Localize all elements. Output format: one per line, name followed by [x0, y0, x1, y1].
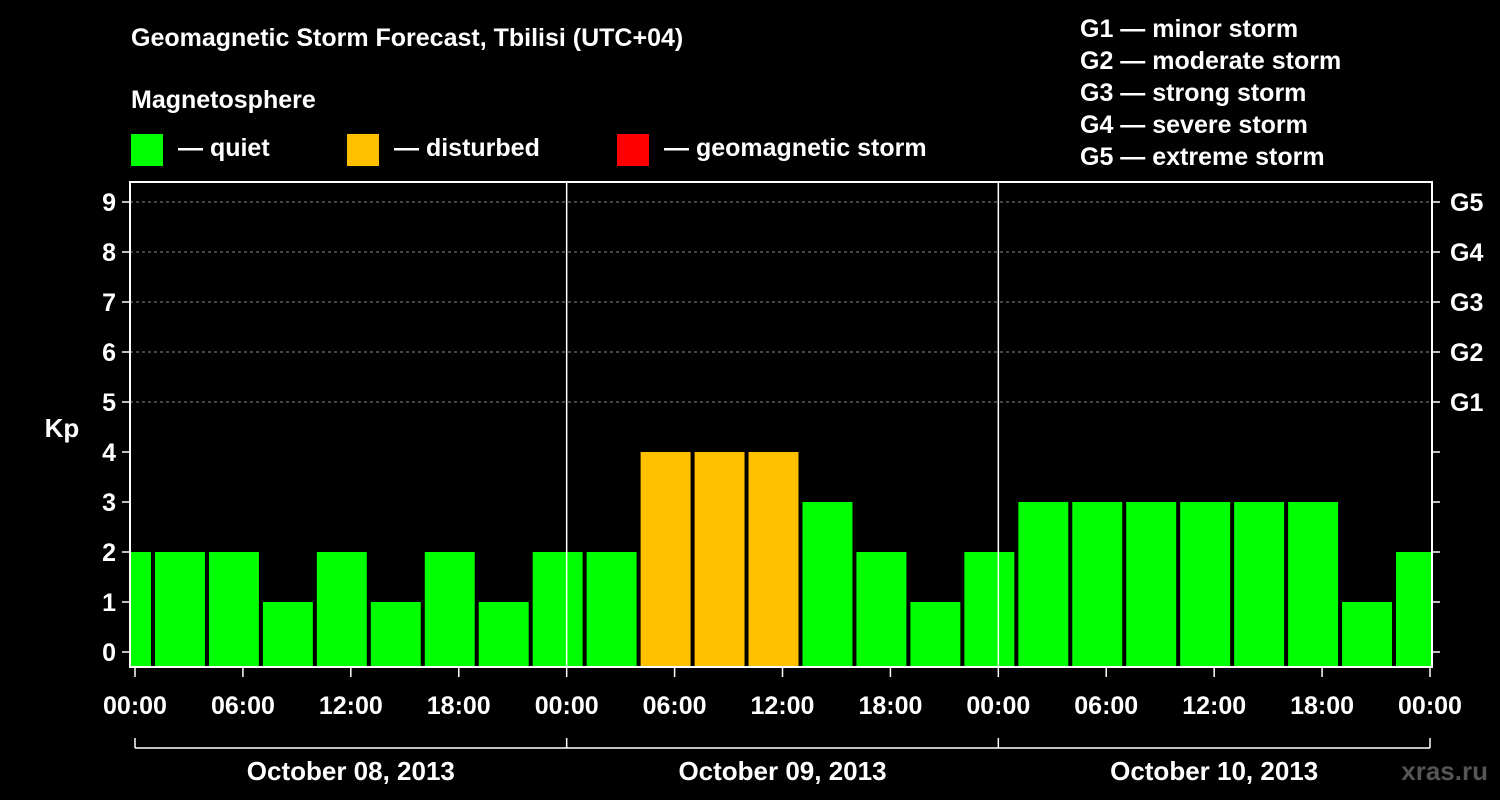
storm-level-g4: G4 — severe storm: [1080, 111, 1308, 139]
date-label-0: October 08, 2013: [247, 756, 455, 786]
x-tick-label: 06:00: [1074, 692, 1138, 720]
y-tick-label: 0: [102, 639, 116, 667]
chart-title: Geomagnetic Storm Forecast, Tbilisi (UTC…: [131, 24, 684, 52]
x-tick-label: 18:00: [427, 692, 491, 720]
kp-bar-19: [1126, 502, 1177, 667]
y-tick-label: 7: [102, 289, 116, 317]
date-label-2: October 10, 2013: [1110, 756, 1318, 786]
kp-bar-7: [478, 602, 529, 667]
kp-bar-9: [586, 552, 637, 667]
kp-bar-20: [1180, 502, 1231, 667]
kp-bar-4: [316, 552, 367, 667]
kp-bar-0: [131, 552, 151, 667]
right-axis-label-g1: G1: [1450, 389, 1483, 417]
right-axis-label-g5: G5: [1450, 189, 1483, 217]
kp-bar-2: [208, 552, 259, 667]
storm-level-g1: G1 — minor storm: [1080, 15, 1299, 43]
plot-frame: [129, 181, 1433, 668]
x-tick-label: 18:00: [858, 692, 922, 720]
y-tick-label: 2: [102, 539, 116, 567]
y-tick-label: 9: [102, 189, 116, 217]
storm-level-g3: G3 — strong storm: [1080, 79, 1307, 107]
x-tick-label: 18:00: [1290, 692, 1354, 720]
kp-bar-10: [640, 452, 691, 667]
right-axis-label-g3: G3: [1450, 289, 1483, 317]
x-tick-label: 06:00: [643, 692, 707, 720]
kp-bar-21: [1234, 502, 1285, 667]
kp-bar-24: [1396, 552, 1431, 667]
x-tick-label: 12:00: [319, 692, 383, 720]
date-label-1: October 09, 2013: [678, 756, 886, 786]
y-tick-label: 6: [102, 339, 116, 367]
x-tick-label: 12:00: [1182, 692, 1246, 720]
kp-bar-15: [910, 602, 961, 667]
x-tick-label: 00:00: [103, 692, 167, 720]
watermark: xras.ru: [1401, 756, 1488, 786]
y-tick-label: 8: [102, 239, 116, 267]
kp-bar-16: [964, 552, 1015, 667]
legend-label-quiet: — quiet: [178, 134, 270, 162]
kp-bar-6: [424, 552, 475, 667]
magnetosphere-label: Magnetosphere: [131, 86, 316, 114]
y-tick-label: 3: [102, 489, 116, 517]
legend-swatch-disturbed: [347, 134, 379, 166]
kp-bar-13: [802, 502, 853, 667]
right-axis-label-g2: G2: [1450, 339, 1483, 367]
y-axis-label: Kp: [45, 413, 80, 443]
storm-level-g2: G2 — moderate storm: [1080, 47, 1342, 75]
kp-bar-3: [262, 602, 313, 667]
kp-bar-14: [856, 552, 907, 667]
legend-swatch-storm: [617, 134, 649, 166]
y-tick-label: 4: [102, 439, 116, 467]
y-tick-label: 5: [102, 389, 116, 417]
storm-level-g5: G5 — extreme storm: [1080, 143, 1325, 171]
x-tick-label: 00:00: [1398, 692, 1462, 720]
kp-bar-1: [154, 552, 205, 667]
right-axis-label-g4: G4: [1450, 239, 1483, 267]
x-tick-label: 00:00: [535, 692, 599, 720]
x-tick-label: 00:00: [966, 692, 1030, 720]
kp-bar-11: [694, 452, 745, 667]
y-tick-label: 1: [102, 589, 116, 617]
kp-bar-22: [1288, 502, 1339, 667]
kp-bar-12: [748, 452, 799, 667]
x-tick-label: 12:00: [751, 692, 815, 720]
legend-label-disturbed: — disturbed: [394, 134, 540, 162]
kp-bar-17: [1018, 502, 1069, 667]
legend-label-storm: — geomagnetic storm: [664, 134, 927, 162]
legend-swatch-quiet: [131, 134, 163, 166]
kp-bar-5: [370, 602, 421, 667]
kp-bar-8: [532, 552, 583, 667]
x-tick-label: 06:00: [211, 692, 275, 720]
kp-bar-23: [1342, 602, 1393, 667]
kp-bar-18: [1072, 502, 1123, 667]
